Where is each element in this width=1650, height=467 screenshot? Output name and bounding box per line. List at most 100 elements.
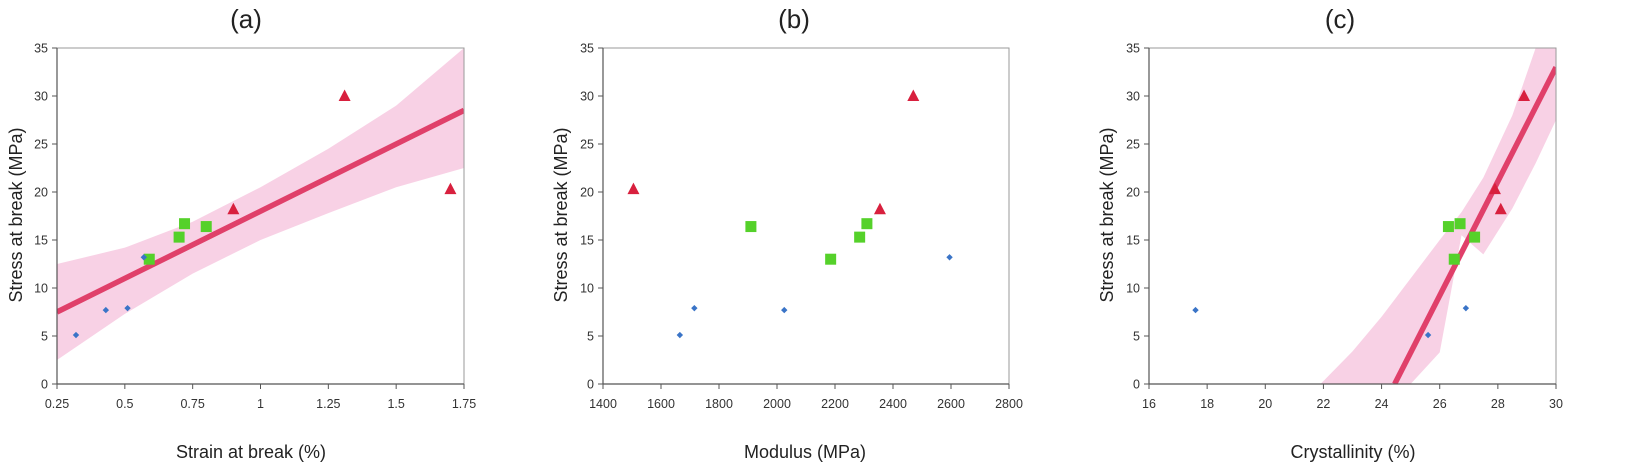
panel-b: (b) Stress at break (MPa) Modulus (MPa) … [551, 4, 1023, 462]
y-tick-label: 5 [587, 330, 594, 344]
x-tick-label: 20 [1258, 397, 1272, 411]
triangle-point [338, 89, 351, 101]
triangle-point [1488, 182, 1501, 195]
square-point [745, 221, 757, 233]
triangle-point [627, 182, 640, 195]
y-tick-label: 30 [34, 90, 48, 104]
panel-b-plot: 0 5 10 15 20 25 30 35 1400 1600 1800 2000 2200 2400 26… [580, 42, 1023, 412]
x-tick-label: 22 [1316, 397, 1330, 411]
panel-b-xlabel: Modulus (MPa) [744, 442, 866, 462]
square-point [1442, 221, 1454, 233]
x-tick-label: 2000 [763, 397, 791, 411]
y-tick-label: 20 [1126, 186, 1140, 200]
triangle-point [1494, 202, 1507, 215]
x-tick-label: 16 [1142, 397, 1156, 411]
panel-a-plot: 0 5 10 15 20 25 30 35 0.25 0.5 0.75 1 1.25 1.5 1.75 [34, 42, 476, 412]
y-tick-label: 0 [587, 378, 594, 392]
y-tick-label: 10 [1126, 282, 1140, 296]
panel-c-ylabel: Stress at break (MPa) [1097, 127, 1117, 302]
x-tick-label: 0.25 [45, 397, 69, 411]
square-point [200, 221, 212, 233]
y-tick-label: 35 [1126, 42, 1140, 56]
confidence-band [57, 48, 464, 360]
x-tick-label: 26 [1433, 397, 1447, 411]
y-tick-label: 5 [1133, 330, 1140, 344]
diamond-point [102, 306, 110, 314]
square-point [854, 231, 866, 243]
x-tick-label: 30 [1549, 397, 1563, 411]
square-point [861, 218, 873, 230]
diamond-point [1462, 304, 1470, 312]
panel-a: (a) Stress at break (MPa) Strain at brea… [6, 4, 476, 462]
confidence-band [1320, 48, 1556, 384]
y-tick-label: 15 [580, 234, 594, 248]
y-tick-label: 0 [41, 378, 48, 392]
y-tick-label: 35 [34, 42, 48, 56]
square-point [173, 231, 185, 243]
diamond-point [140, 254, 148, 261]
y-tick-label: 5 [41, 330, 48, 344]
square-point [179, 218, 191, 230]
x-tick-label: 2800 [995, 397, 1023, 411]
y-tick-label: 35 [580, 42, 594, 56]
x-tick-label: 1400 [589, 397, 617, 411]
y-tick-label: 0 [1133, 378, 1140, 392]
triangle-point [907, 89, 920, 101]
y-tick-label: 10 [580, 282, 594, 296]
x-tick-label: 2400 [879, 397, 907, 411]
square-point [1469, 231, 1481, 243]
y-tick-label: 15 [34, 234, 48, 248]
y-tick-label: 20 [34, 186, 48, 200]
y-tick-label: 25 [580, 138, 594, 152]
panel-b-ylabel: Stress at break (MPa) [551, 127, 571, 302]
x-tick-label: 0.5 [116, 397, 133, 411]
x-tick-label: 1.5 [387, 397, 404, 411]
y-tick-label: 25 [34, 138, 48, 152]
panel-c-title: (c) [1325, 4, 1355, 34]
diamond-point [72, 331, 80, 339]
panel-c-xlabel: Crystallinity (%) [1290, 442, 1415, 462]
x-tick-label: 18 [1200, 397, 1214, 411]
x-tick-label: 1.25 [316, 397, 340, 411]
x-tick-label: 24 [1375, 397, 1389, 411]
square-point [143, 253, 155, 265]
y-tick-label: 30 [1126, 90, 1140, 104]
panel-a-ylabel: Stress at break (MPa) [6, 127, 26, 302]
x-tick-label: 1 [257, 397, 264, 411]
square-point [825, 253, 837, 265]
square-point [1448, 253, 1460, 265]
x-tick-label: 1800 [705, 397, 733, 411]
triangle-point [1518, 89, 1531, 101]
x-tick-label: 2600 [937, 397, 965, 411]
y-tick-label: 25 [1126, 138, 1140, 152]
square-point [1454, 218, 1466, 230]
triangle-point [873, 202, 886, 215]
panel-c: (c) Stress at break (MPa) Crystallinity … [1097, 4, 1563, 462]
y-tick-label: 20 [580, 186, 594, 200]
diamond-point [1424, 331, 1432, 339]
regression-line [1392, 65, 1556, 384]
diamond-point [781, 306, 788, 314]
y-tick-label: 15 [1126, 234, 1140, 248]
x-tick-label: 1600 [647, 397, 675, 411]
diamond-point [946, 254, 953, 261]
diamond-point [1192, 306, 1199, 314]
y-tick-label: 30 [580, 90, 594, 104]
x-tick-label: 1.75 [452, 397, 476, 411]
regression-line [57, 107, 464, 315]
x-tick-label: 28 [1491, 397, 1505, 411]
diamond-point [676, 331, 684, 339]
panel-a-xlabel: Strain at break (%) [176, 442, 326, 462]
plot-frame [602, 47, 1010, 385]
diamond-point [691, 304, 698, 312]
triangle-point [227, 202, 240, 215]
y-tick-label: 10 [34, 282, 48, 296]
x-tick-label: 0.75 [180, 397, 204, 411]
panel-c-plot: 0 5 10 15 20 25 30 35 16 18 20 22 24 26 28 30 [1126, 42, 1563, 412]
panel-a-title: (a) [230, 4, 262, 34]
triangle-point [444, 182, 457, 195]
panel-b-title: (b) [778, 4, 810, 34]
x-tick-label: 2200 [821, 397, 849, 411]
diamond-point [124, 304, 131, 312]
